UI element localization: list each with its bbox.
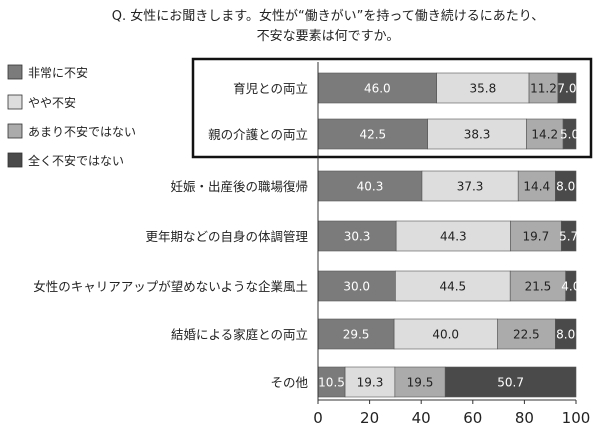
category-label-1: 育児との両立 [233, 81, 308, 96]
bar-label-5-1: 30.0 [343, 280, 370, 294]
bar-6-2 [393, 318, 498, 350]
legend-label-2: やや不安 [28, 95, 76, 110]
bar-1-4 [557, 72, 577, 104]
category-label-4: 更年期などの自身の体調管理 [145, 229, 308, 244]
bar-label-1-1: 46.0 [364, 82, 391, 96]
x-tick-label-1: 0 [313, 409, 323, 427]
bar-7-1 [317, 366, 346, 398]
bar-label-4-1: 30.3 [344, 230, 371, 244]
bar-3-1 [317, 170, 423, 202]
bar-label-2-3: 14.2 [531, 128, 558, 142]
bar-label-5-3: 21.5 [525, 280, 552, 294]
bar-5-4 [565, 270, 577, 302]
bar-4-3 [510, 220, 562, 252]
highlight-box [191, 57, 593, 159]
x-tick-label-2: 20 [360, 409, 379, 427]
bar-label-7-1: 10.5 [318, 376, 345, 390]
bar-label-4-2: 44.3 [440, 230, 467, 244]
bar-label-3-4: 8.0 [556, 180, 575, 194]
x-tick-label-5: 80 [515, 409, 534, 427]
legend-label-1: 非常に不安 [28, 65, 88, 80]
category-label-3: 妊娠・出産後の職場復帰 [170, 179, 308, 194]
bar-7-4 [444, 366, 577, 398]
category-label-6: 結婚による家庭との両立 [171, 327, 308, 342]
bars: 46.0 35.8 11.2 7.0 42.5 38.3 14.2 5.0 40.3 37.3 14… [317, 72, 580, 398]
bar-label-5-4: 4.0 [561, 280, 580, 294]
bar-label-7-4: 50.7 [497, 376, 524, 390]
bar-label-3-2: 37.3 [457, 180, 484, 194]
category-labels: 育児との両立親の介護との両立妊娠・出産後の職場復帰更年期などの自身の体調管理女性… [33, 81, 308, 390]
bar-1-2 [436, 72, 530, 104]
legend-label-4: 全く不安ではない [28, 153, 124, 168]
bar-2-3 [526, 118, 564, 150]
bar-label-6-4: 8.0 [556, 328, 575, 342]
bar-5-3 [509, 270, 566, 302]
legend-swatch-1 [7, 64, 23, 80]
bar-2-2 [427, 118, 527, 150]
x-tick-label-6: 100 [562, 409, 591, 427]
legend-swatch-4 [7, 152, 23, 168]
bar-label-7-2: 19.3 [357, 376, 384, 390]
bar-label-4-4: 5.7 [559, 230, 578, 244]
category-label-5: 女性のキャリアアップが望めないような企業風土 [33, 279, 308, 294]
chart-title-line-1: Q. 女性にお聞きします。女性が“働きがい”を持って働き続けるにあたり、 [112, 8, 545, 24]
bar-1-1 [317, 72, 437, 104]
bar-7-2 [344, 366, 396, 398]
chart-title-line-2: 不安な要素は何ですか。 [257, 28, 400, 44]
bar-label-1-4: 7.0 [557, 82, 576, 96]
bar-3-2 [421, 170, 519, 202]
bar-6-4 [555, 318, 577, 350]
bar-7-3 [394, 366, 446, 398]
bar-3-4 [555, 170, 577, 202]
bar-6-3 [497, 318, 556, 350]
bar-2-1 [317, 118, 428, 150]
bar-label-6-2: 40.0 [432, 328, 459, 342]
highlight-rect [191, 57, 593, 159]
x-tick-label-3: 40 [412, 409, 431, 427]
x-tick-label-4: 60 [463, 409, 482, 427]
category-label-2: 親の介護との両立 [208, 127, 308, 142]
category-label-7: その他 [270, 375, 308, 390]
legend-swatch-2 [7, 94, 23, 110]
bar-label-5-2: 44.5 [439, 280, 466, 294]
bar-label-2-4: 5.0 [560, 128, 579, 142]
x-axis: 0 20 40 60 80 100 [313, 62, 590, 427]
bar-label-3-1: 40.3 [357, 180, 384, 194]
bar-label-6-1: 29.5 [343, 328, 370, 342]
bar-4-2 [395, 220, 511, 252]
bar-2-4 [562, 118, 577, 150]
bar-label-4-3: 19.7 [523, 230, 550, 244]
bar-label-7-3: 19.5 [407, 376, 434, 390]
bar-label-2-2: 38.3 [464, 128, 491, 142]
bar-label-1-2: 35.8 [470, 82, 497, 96]
bar-label-2-1: 42.5 [359, 128, 386, 142]
bar-3-3 [517, 170, 556, 202]
bar-4-4 [560, 220, 577, 252]
bar-5-1 [317, 270, 396, 302]
bar-1-3 [528, 72, 559, 104]
bar-label-3-3: 14.4 [523, 180, 550, 194]
bar-label-6-3: 22.5 [513, 328, 540, 342]
legend-label-3: あまり不安ではない [28, 124, 136, 139]
legend-swatch-3 [7, 123, 23, 139]
chart-title: Q. 女性にお聞きします。女性が“働きがい”を持って働き続けるにあたり、不安な要… [112, 8, 545, 44]
bar-5-2 [395, 270, 511, 302]
bar-label-1-3: 11.2 [530, 82, 557, 96]
